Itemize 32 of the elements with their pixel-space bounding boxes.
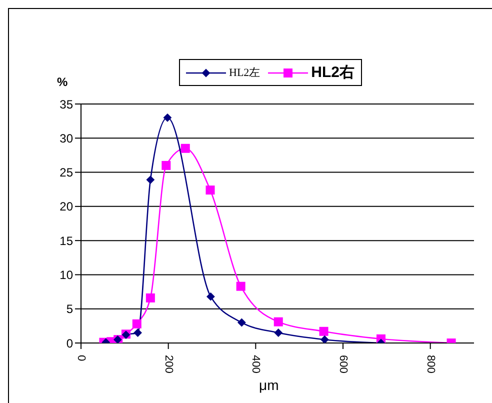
point [146, 176, 154, 184]
y-tick-label: 25 [60, 166, 74, 180]
x-tick-label: 400 [250, 355, 262, 374]
y-tick-label: 30 [60, 131, 74, 146]
x-tick-label: 0 [75, 355, 87, 362]
y-axis-title: % [57, 75, 68, 89]
point [132, 319, 142, 328]
point [146, 293, 155, 302]
y-tick-label: 20 [60, 200, 74, 214]
point [238, 318, 246, 327]
point [274, 317, 283, 326]
point [236, 282, 246, 291]
y-tick-label: 10 [60, 268, 74, 282]
x-tick-label: 800 [424, 355, 436, 374]
x-tick-label: 600 [337, 355, 349, 374]
point [274, 328, 282, 337]
y-tick-label: 35 [60, 97, 74, 112]
y-tick-label: 15 [60, 234, 74, 248]
legend-label: HL2左 [229, 66, 260, 80]
point [206, 292, 215, 301]
x-tick-label: 200 [162, 355, 174, 374]
point [163, 114, 172, 122]
y-tick-label: 5 [66, 302, 74, 316]
y-tick-label: 0 [66, 336, 74, 350]
point [134, 328, 142, 337]
x-axis-title: μm [259, 377, 279, 393]
point [206, 186, 215, 195]
point [180, 144, 190, 153]
point [320, 336, 329, 343]
point [319, 326, 328, 336]
point [162, 160, 171, 170]
legend-label: HL2右 [311, 63, 355, 82]
